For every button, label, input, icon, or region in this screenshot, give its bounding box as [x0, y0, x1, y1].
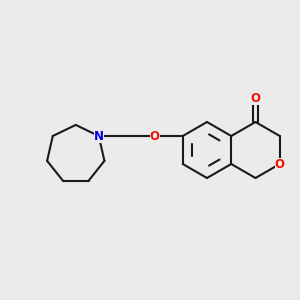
- Text: O: O: [275, 158, 285, 170]
- Text: O: O: [250, 92, 260, 105]
- Text: N: N: [94, 130, 104, 142]
- Text: O: O: [150, 130, 160, 142]
